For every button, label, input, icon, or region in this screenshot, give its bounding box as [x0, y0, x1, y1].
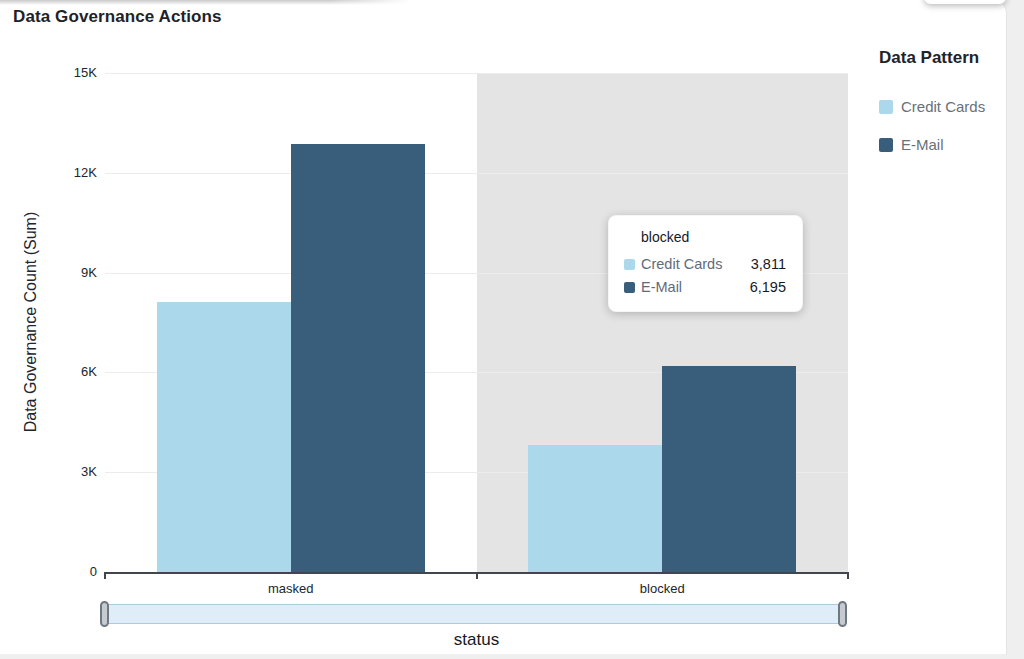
visual-menu-pill [924, 0, 1006, 4]
tooltip-series-label: Credit Cards [641, 256, 722, 272]
tooltip-swatch-icon [624, 259, 635, 270]
legend-swatch-icon [879, 138, 893, 152]
x-category-blocked: blocked [562, 581, 762, 596]
bar-masked-credit-cards[interactable] [157, 302, 291, 572]
slider-handle-right[interactable] [838, 601, 847, 627]
top-shadow [0, 0, 410, 5]
tooltip-row-credit-cards: Credit Cards 3,811 [624, 255, 786, 273]
y-tick-12k: 12K [37, 165, 97, 181]
page-background-strip [0, 654, 1024, 659]
x-axis-tick [476, 572, 478, 579]
tooltip-title: blocked [641, 229, 786, 245]
slider-handle-left[interactable] [100, 601, 109, 627]
legend: Data Pattern Credit Cards E-Mail [878, 48, 1006, 174]
x-axis-tick [104, 572, 106, 579]
visual-card: Data Governance Actions Data Governance … [0, 0, 1007, 654]
y-tick-6k: 6K [37, 364, 97, 380]
y-tick-15k: 15K [37, 65, 97, 81]
x-axis-tick [847, 572, 849, 579]
x-range-slider[interactable] [103, 604, 847, 624]
x-axis-title: status [105, 630, 848, 650]
bar-blocked-credit-cards[interactable] [528, 445, 662, 572]
legend-swatch-icon [879, 100, 893, 114]
bar-blocked-e-mail[interactable] [662, 366, 796, 572]
legend-label: Credit Cards [901, 98, 985, 115]
y-tick-3k: 3K [37, 464, 97, 480]
tooltip-row-e-mail: E-Mail 6,195 [624, 278, 786, 296]
tooltip-series-label: E-Mail [641, 279, 682, 295]
bar-masked-e-mail[interactable] [291, 144, 425, 572]
chart-title: Data Governance Actions [13, 7, 222, 27]
tooltip-series-value: 3,811 [751, 256, 786, 272]
gridline-15k [105, 73, 848, 74]
y-tick-0: 0 [37, 564, 97, 580]
x-category-masked: masked [191, 581, 391, 596]
tooltip-series-value: 6,195 [750, 279, 786, 295]
dashboard-visual: Data Governance Actions Data Governance … [0, 0, 1024, 659]
y-axis-title: Data Governance Count (Sum) [22, 72, 42, 572]
legend-title: Data Pattern [879, 48, 1006, 68]
gridline-12k [105, 173, 848, 174]
tooltip: blocked Credit Cards 3,811 E-Mail 6,195 [608, 215, 803, 312]
tooltip-swatch-icon [624, 282, 635, 293]
legend-item-e-mail[interactable]: E-Mail [879, 136, 1006, 153]
legend-label: E-Mail [901, 136, 944, 153]
legend-item-credit-cards[interactable]: Credit Cards [879, 98, 1006, 115]
y-tick-9k: 9K [37, 265, 97, 281]
